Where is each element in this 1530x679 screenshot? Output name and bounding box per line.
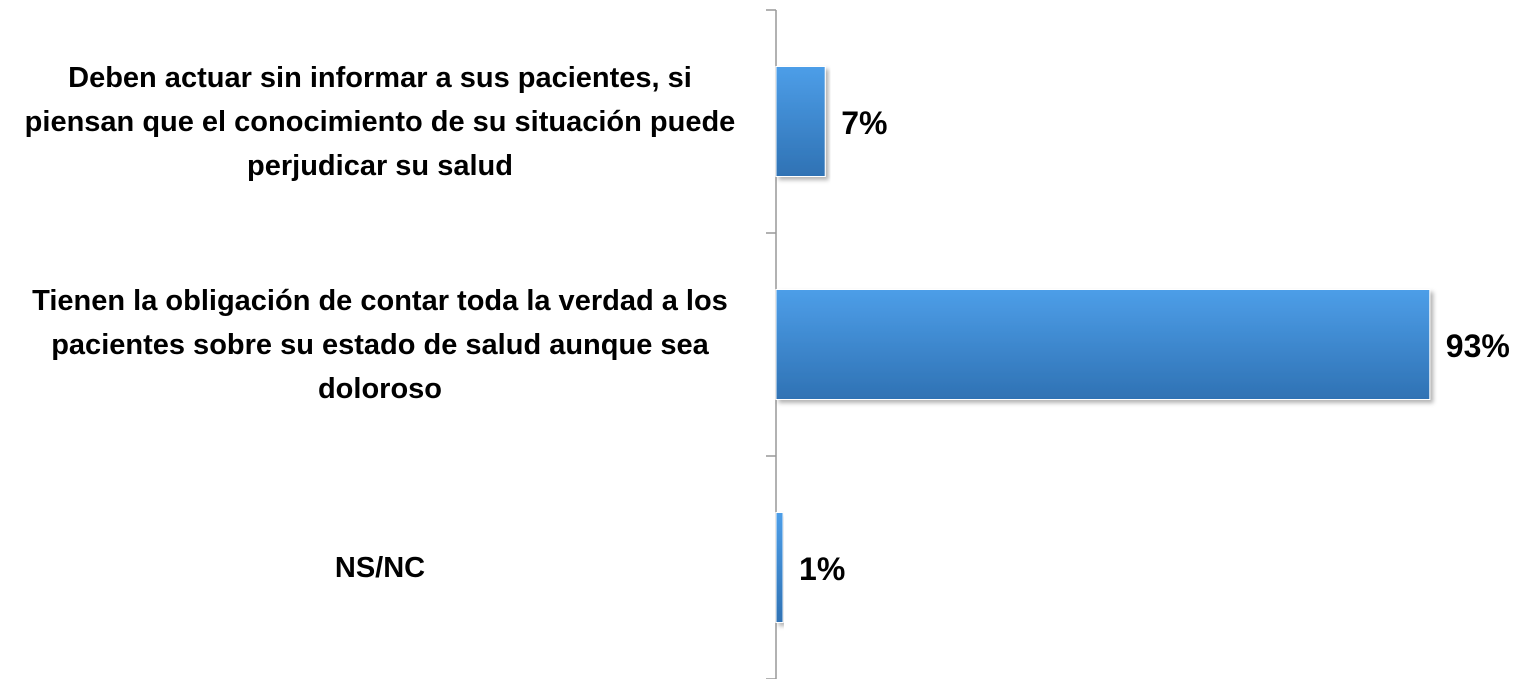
category-label: Tienen la obligación de contar toda la v… <box>32 284 728 405</box>
category-label: NS/NC <box>334 551 426 584</box>
category-label: Deben actuar sin informar a sus paciente… <box>24 61 736 182</box>
bar <box>775 66 826 177</box>
bar <box>775 289 1431 400</box>
value-label: 7% <box>841 105 887 141</box>
value-label: 1% <box>799 551 845 587</box>
value-label: 93% <box>1446 328 1510 364</box>
bar <box>775 512 784 623</box>
